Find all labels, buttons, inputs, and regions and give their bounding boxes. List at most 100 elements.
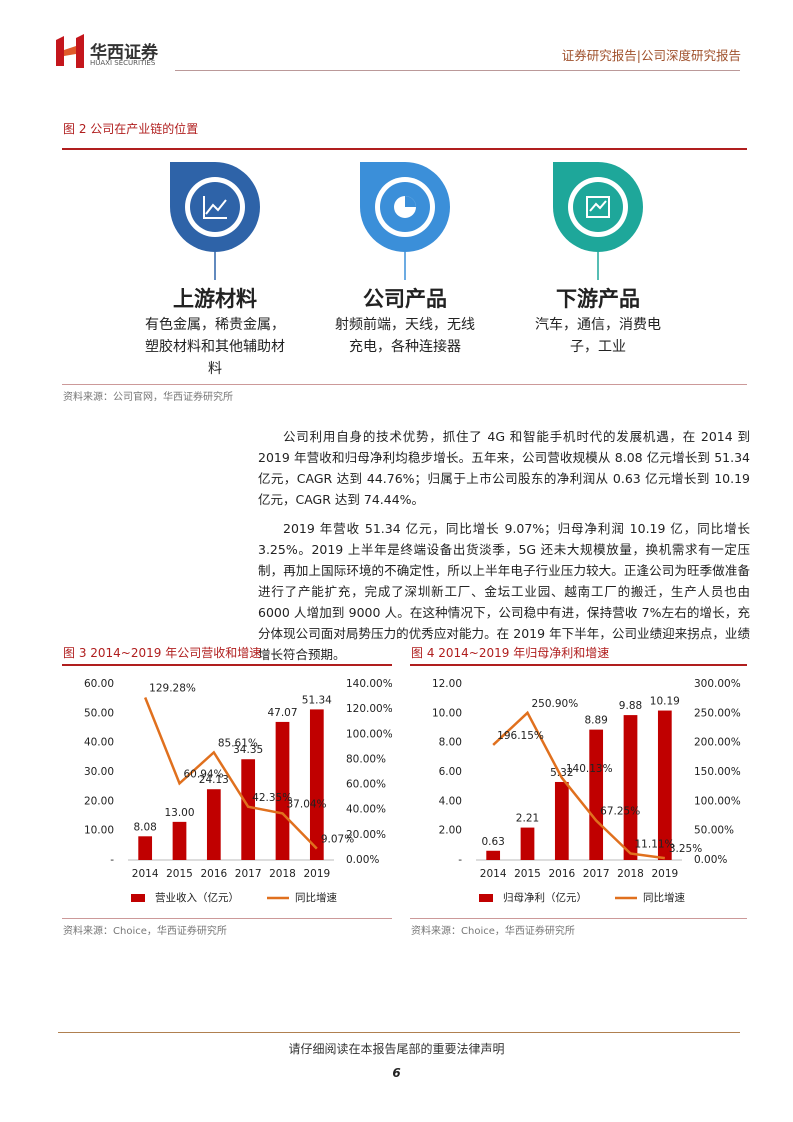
figure-rule <box>62 384 747 385</box>
bar <box>309 709 324 860</box>
data-label: 140.13% <box>566 763 613 775</box>
page-number: 6 <box>392 1066 401 1080</box>
footer-notice: 请仔细阅读在本报告尾部的重要法律声明 <box>288 1042 505 1056</box>
y-tick-label: - <box>110 854 114 866</box>
data-label: 24.13 <box>199 774 229 786</box>
data-label: 11.11% <box>635 838 675 850</box>
data-label: 8.89 <box>584 715 607 727</box>
source-note: 资料来源：Choice，华西证券研究所 <box>63 926 227 937</box>
y-tick-label: 8.00 <box>439 737 462 749</box>
x-tick-label: 2016 <box>548 868 575 880</box>
chart: - 10.00 20.00 30.00 40.00 50.00 60.00 0.00% 20.0… <box>84 678 392 904</box>
y-tick-label: 2.00 <box>439 825 462 837</box>
y-tick-label: 4.00 <box>439 795 462 807</box>
y2-tick-label: 0.00% <box>694 854 727 866</box>
figure-rule <box>62 664 392 666</box>
x-tick-label: 2017 <box>583 868 610 880</box>
y-tick-label: 12.00 <box>432 678 462 690</box>
data-label: 34.35 <box>233 744 263 756</box>
data-label: 10.19 <box>650 696 680 708</box>
data-label: 5.32 <box>550 767 573 779</box>
node-desc: 有色金属，稀贵金属，塑胶材料和其他辅助材料 <box>145 317 285 377</box>
x-tick-label: 2014 <box>132 868 159 880</box>
y2-tick-label: 60.00% <box>346 779 386 791</box>
legend-label: 同比增速 <box>295 891 337 904</box>
data-label: 2.21 <box>516 813 539 825</box>
company-name: 华西证券 <box>90 43 158 63</box>
y-tick-label: - <box>458 854 462 866</box>
data-label: 42.35% <box>252 792 292 804</box>
legend-label: 营业收入（亿元） <box>155 891 239 904</box>
data-label: 9.07% <box>321 834 354 846</box>
bar <box>206 789 221 860</box>
y-tick-label: 60.00 <box>84 678 114 690</box>
bar <box>138 836 153 860</box>
x-tick-label: 2018 <box>269 868 296 880</box>
line <box>492 710 665 860</box>
chart-title: 图 3 2014~2019 年公司营收和增速 <box>63 646 262 660</box>
y-tick-label: 30.00 <box>84 766 114 778</box>
x-tick-label: 2017 <box>235 868 262 880</box>
legend-label: 归母净利（亿元） <box>503 891 587 904</box>
figure-title: 图 2 公司在产业链的位置 <box>63 122 199 136</box>
figure-rule <box>410 664 747 666</box>
data-label: 3.25% <box>669 843 702 855</box>
node-label: 下游产品 <box>556 287 640 311</box>
data-label: 37.04% <box>287 798 327 810</box>
bar <box>486 850 501 860</box>
y2-tick-label: 300.00% <box>694 678 741 690</box>
bar <box>589 729 604 860</box>
company-name-en: HUAXI SECURITIES <box>90 59 156 67</box>
y2-tick-label: 100.00% <box>694 795 741 807</box>
data-label: 0.63 <box>481 836 504 848</box>
logo <box>56 34 84 68</box>
x-tick-label: 2016 <box>200 868 227 880</box>
y2-tick-label: 20.00% <box>346 829 386 841</box>
y2-tick-label: 140.00% <box>346 678 392 690</box>
data-label: 85.61% <box>218 737 258 749</box>
data-label: 51.34 <box>302 694 332 706</box>
bar <box>554 781 569 860</box>
legend-label: 同比增速 <box>643 891 685 904</box>
body-text: 公司利用自身的技术优势，抓住了 4G 和智能手机时代的发展机遇，在 2014 到… <box>258 426 750 665</box>
icon-company <box>360 162 450 280</box>
y2-tick-label: 80.00% <box>346 753 386 765</box>
data-label: 9.88 <box>619 700 642 712</box>
source-note: 资料来源：Choice，华西证券研究所 <box>411 926 575 937</box>
line <box>144 697 318 850</box>
bar <box>623 715 638 860</box>
y-tick-label: 20.00 <box>84 795 114 807</box>
y-tick-label: 6.00 <box>439 766 462 778</box>
y2-tick-label: 250.00% <box>694 707 741 719</box>
x-tick-label: 2014 <box>480 868 507 880</box>
x-tick-label: 2019 <box>651 868 678 880</box>
data-label: 13.00 <box>164 807 194 819</box>
y2-tick-label: 50.00% <box>694 825 734 837</box>
header-rule <box>175 70 740 71</box>
node-label: 公司产品 <box>363 287 447 311</box>
node-desc: 射频前端，天线，无线充电，各种连接器 <box>335 317 475 355</box>
x-tick-label: 2015 <box>514 868 541 880</box>
footer-rule <box>58 1032 740 1033</box>
data-label: 129.28% <box>149 682 196 694</box>
data-label: 8.08 <box>133 821 156 833</box>
y-tick-label: 50.00 <box>84 707 114 719</box>
source-note: 资料来源：公司官网，华西证券研究所 <box>63 392 233 403</box>
y2-tick-label: 100.00% <box>346 728 392 740</box>
figure-rule <box>410 918 747 919</box>
bar <box>520 827 535 860</box>
figure-rule <box>62 148 747 150</box>
icon-upstream <box>170 162 260 280</box>
y2-tick-label: 200.00% <box>694 737 741 749</box>
y2-tick-label: 120.00% <box>346 703 392 715</box>
bar <box>275 721 290 860</box>
y2-tick-label: 150.00% <box>694 766 741 778</box>
node-desc: 汽车，通信，消费电子，工业 <box>535 317 661 355</box>
x-tick-label: 2015 <box>166 868 193 880</box>
y2-tick-label: 0.00% <box>346 854 379 866</box>
data-label: 250.90% <box>532 698 579 710</box>
x-tick-label: 2019 <box>303 868 330 880</box>
legend-swatch <box>131 894 145 902</box>
y-tick-label: 40.00 <box>84 737 114 749</box>
